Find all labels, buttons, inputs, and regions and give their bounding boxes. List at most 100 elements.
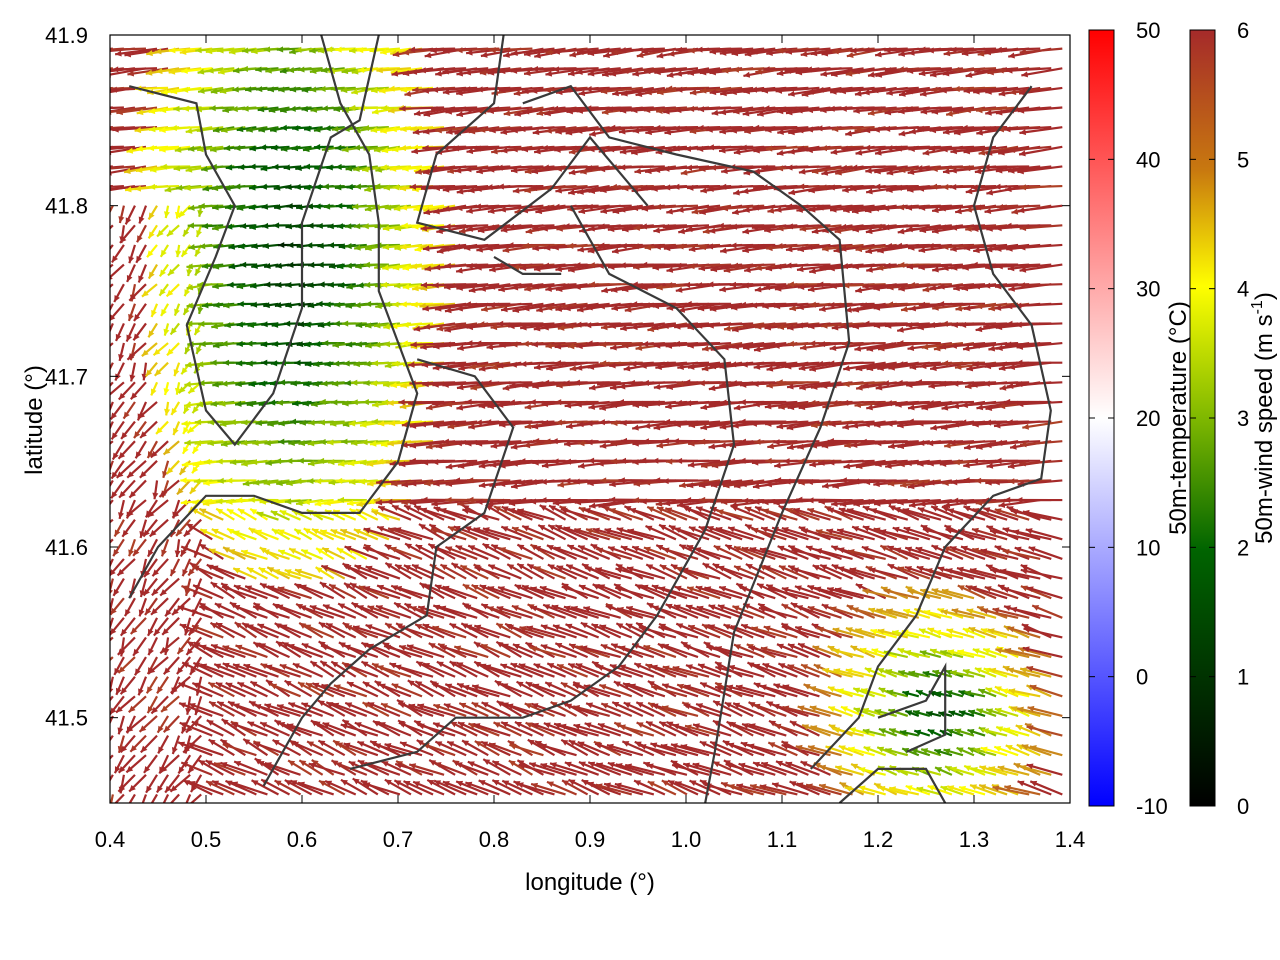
- wind-arrow-head: [926, 710, 933, 717]
- wind-arrow-head: [501, 721, 509, 728]
- wind-arrow-head: [488, 564, 496, 571]
- wind-arrow-head: [160, 646, 168, 654]
- wind-arrow-head: [474, 624, 482, 631]
- wind-arrow: [592, 527, 633, 541]
- wind-arrow-head: [821, 604, 829, 610]
- wind-arrow-head: [616, 527, 624, 534]
- wind-arrow-head: [586, 340, 593, 347]
- wind-arrow: [748, 723, 787, 737]
- wind-arrow-head: [972, 421, 979, 428]
- wind-arrow-head: [416, 661, 424, 668]
- wind-arrow-head: [148, 330, 155, 338]
- wind-arrow-head: [719, 382, 726, 389]
- wind-arrow-head: [404, 603, 412, 610]
- wind-arrow-head: [153, 348, 161, 356]
- wind-arrow-head: [260, 722, 268, 728]
- wind-arrow-head: [556, 382, 563, 389]
- wind-arrow-head: [498, 480, 506, 488]
- wind-arrow-head: [808, 340, 816, 347]
- wind-arrow-head: [933, 345, 941, 352]
- wind-arrow-head: [950, 264, 958, 271]
- wind-arrow-head: [788, 545, 796, 552]
- wind-arrow-head: [599, 341, 607, 348]
- wind-arrow-head: [862, 525, 870, 532]
- wind-arrow-head: [616, 623, 624, 629]
- wind-arrow-head: [655, 363, 662, 371]
- wind-arrow-head: [1004, 341, 1012, 348]
- wind-arrow-head: [854, 345, 862, 352]
- wind-arrow-head: [430, 528, 438, 534]
- wind-arrow-head: [904, 649, 912, 656]
- wind-arrow-head: [789, 781, 797, 787]
- wind-arrow-head: [233, 584, 241, 591]
- wind-arrow-head: [331, 661, 339, 668]
- wind-arrow-head: [620, 545, 628, 552]
- wind-arrow: [949, 440, 997, 444]
- wind-arrow: [698, 440, 743, 443]
- wind-arrow-head: [555, 525, 563, 531]
- wind-arrow-head: [801, 664, 809, 670]
- wind-arrow-head: [375, 499, 383, 506]
- wind-arrow-head: [625, 763, 633, 770]
- wind-arrow-head: [462, 508, 470, 515]
- wind-arrow-head: [722, 740, 730, 747]
- wind-arrow-head: [876, 608, 884, 614]
- wind-arrow-head: [966, 608, 974, 615]
- wind-arrow-head: [954, 363, 962, 370]
- wind-arrow-head: [181, 420, 189, 427]
- wind-arrow-head: [382, 264, 389, 271]
- wind-arrow-head: [884, 322, 892, 329]
- wind-arrow-head: [673, 604, 681, 611]
- wind-arrow-head: [112, 452, 119, 460]
- wind-arrow: [902, 508, 942, 521]
- wind-arrow-head: [674, 323, 681, 330]
- wind-arrow-head: [264, 262, 271, 269]
- wind-arrow-head: [519, 264, 527, 271]
- wind-arrow-head: [471, 584, 479, 591]
- wind-arrow-head: [314, 500, 322, 507]
- wind-arrow-head: [708, 385, 716, 392]
- wind-arrow-head: [200, 663, 208, 670]
- wind-arrow-head: [198, 760, 206, 767]
- wind-arrow-head: [104, 315, 110, 322]
- wind-arrow: [826, 528, 864, 541]
- wind-arrow-head: [597, 381, 604, 388]
- wind-arrow-head: [468, 286, 476, 293]
- wind-arrow-head: [615, 567, 623, 574]
- wind-arrow-head: [130, 627, 138, 635]
- wind-arrow-head: [543, 244, 551, 251]
- wind-arrow-head: [566, 564, 574, 571]
- wind-arrow-head: [609, 322, 616, 330]
- wind-arrow-head: [1007, 463, 1015, 470]
- wind-arrow: [990, 568, 1030, 580]
- wind-arrow-head: [689, 780, 697, 787]
- wind-arrow-head: [196, 361, 204, 368]
- wind-arrow-head: [128, 256, 135, 264]
- wind-arrow-head: [995, 457, 1002, 464]
- wind-arrow-head: [128, 705, 136, 713]
- wind-arrow-head: [111, 432, 118, 440]
- wind-arrow-head: [542, 324, 549, 331]
- wind-arrow-head: [118, 452, 126, 459]
- wind-arrow-head: [299, 584, 307, 591]
- wind-arrow-head: [574, 283, 581, 291]
- wind-arrow-head: [732, 343, 740, 350]
- wind-arrow-head: [1019, 460, 1026, 467]
- wind-arrow: [615, 763, 655, 776]
- wind-arrow-head: [531, 782, 539, 789]
- wind-arrow-head: [227, 509, 235, 515]
- wind-arrow-head: [855, 584, 863, 590]
- wind-arrow-head: [110, 572, 111, 573]
- wind-arrow-head: [178, 766, 185, 774]
- wind-arrow-head: [618, 477, 625, 484]
- wind-arrow-head: [546, 545, 554, 551]
- wind-arrow-head: [394, 244, 402, 251]
- wind-arrow-head: [758, 603, 766, 610]
- wind-arrow-head: [1026, 586, 1034, 593]
- wind-arrow-head: [139, 471, 147, 478]
- wind-arrow-head: [520, 324, 527, 331]
- wind-arrow-head: [983, 507, 991, 514]
- wind-arrow: [384, 743, 423, 757]
- wind-arrow-head: [364, 300, 372, 308]
- wind-arrow-head: [871, 648, 879, 655]
